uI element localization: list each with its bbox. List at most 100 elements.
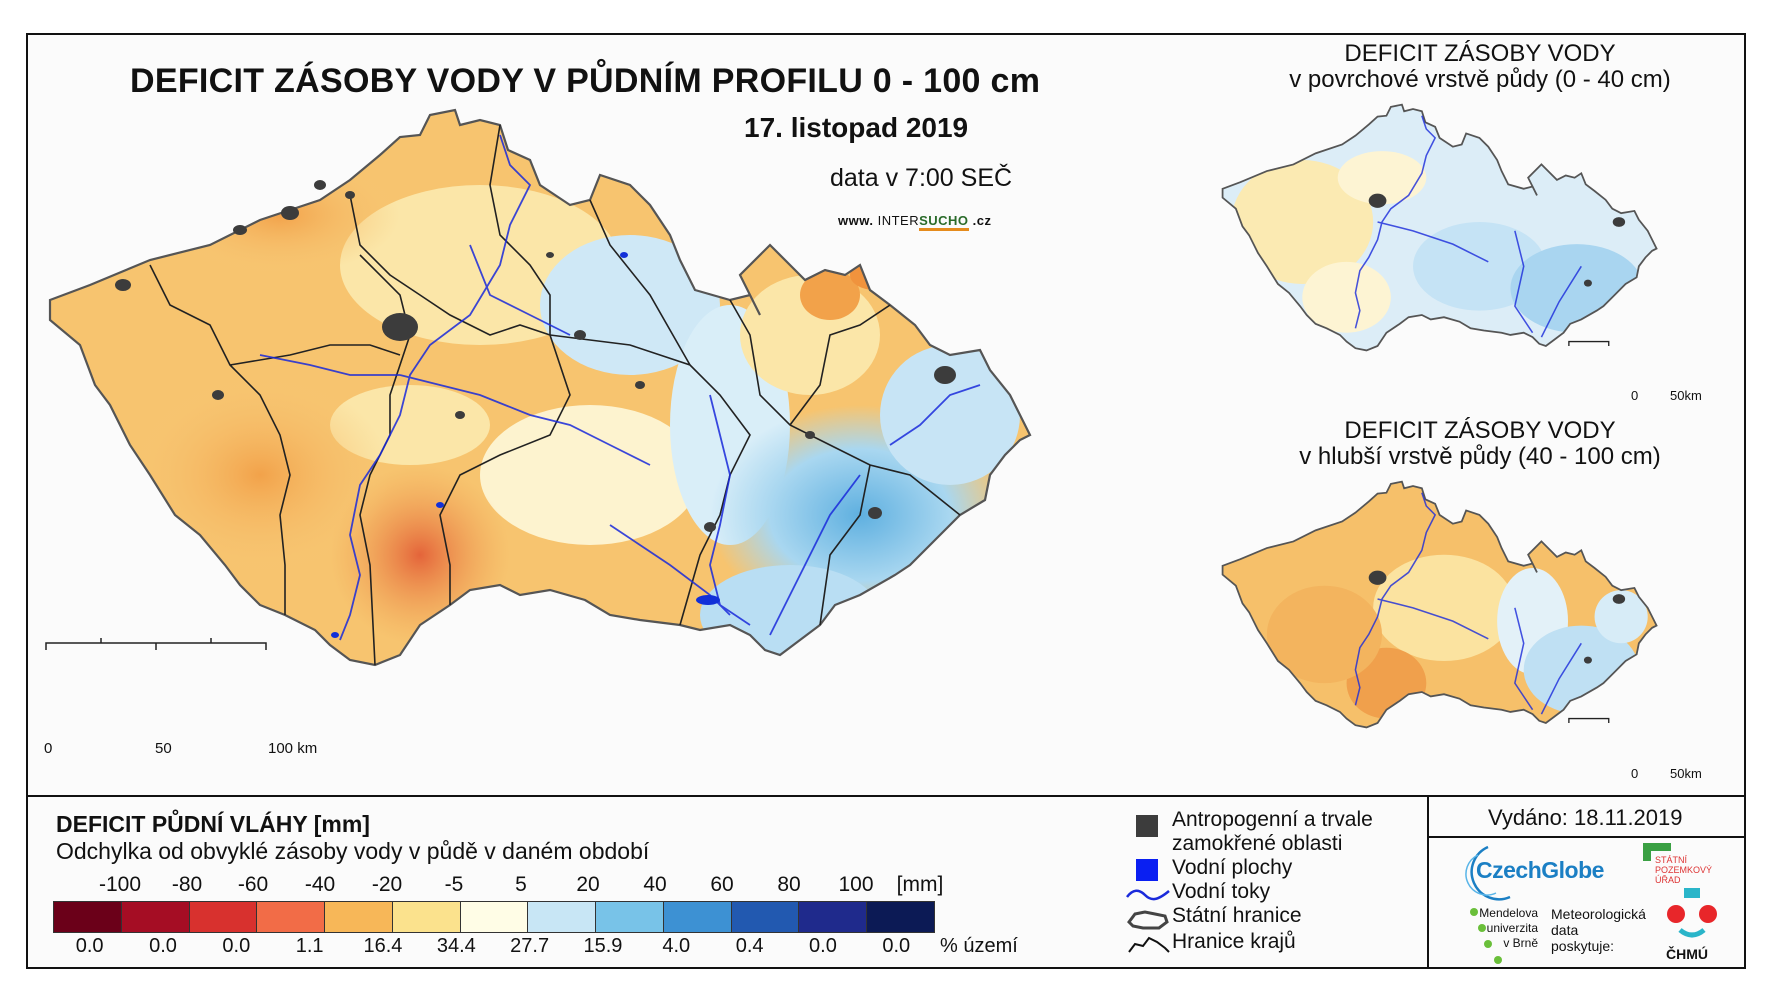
inset-bottom-title: DEFICIT ZÁSOBY VODY <box>1344 417 1616 444</box>
legend-percentages: 0.0 0.0 0.0 1.1 16.4 34.4 27.7 15.9 4.0 … <box>53 935 933 961</box>
map-date: 17. listopad 2019 <box>744 112 969 143</box>
credits-separator <box>1427 797 1429 969</box>
main-map <box>45 108 1032 667</box>
color-scale-cell <box>257 902 326 932</box>
inset-bottom-subtitle: v hlubší vrstvě půdy (40 - 100 cm) <box>1299 443 1661 470</box>
percentage-value: 0.0 <box>149 935 177 957</box>
met-text-3: poskytuje: <box>1551 938 1615 954</box>
percentage-value: 0.4 <box>735 935 764 957</box>
inset-bottom-map <box>1221 480 1658 729</box>
credits-separator-h <box>1429 836 1746 838</box>
szu-logo-text: STÁTNÍ POZEMKOVÝ ÚŘAD <box>1655 855 1712 885</box>
website-prefix: www. <box>838 213 874 228</box>
met-text-2: data <box>1551 922 1579 938</box>
tick-label: -20 <box>371 873 403 896</box>
tick-label: -60 <box>237 873 269 896</box>
szu-text-1: STÁTNÍ <box>1655 855 1688 865</box>
color-scale-cell <box>731 902 800 932</box>
tick-label: 40 <box>643 873 667 896</box>
mendelu-logo-text: Mendelova univerzita v Brně <box>1478 906 1538 951</box>
inset-top-map <box>1221 103 1658 352</box>
percentage-value: 15.9 <box>583 935 623 957</box>
river-symbol-icon <box>1126 889 1170 901</box>
inset-top-title: DEFICIT ZÁSOBY VODY <box>1344 40 1616 67</box>
issued-date: Vydáno: 18.11.2019 <box>1488 805 1683 830</box>
chmu-logo-icon <box>1667 888 1717 938</box>
czechglobe-logo-text: CzechGlobe <box>1476 857 1604 883</box>
color-scale-cell <box>867 902 934 932</box>
tick-label: 60 <box>710 873 734 896</box>
szu-logo-icon <box>1643 843 1671 851</box>
chmu-logo-text: ČHMÚ <box>1666 946 1708 962</box>
tick-label: -100 <box>98 873 142 896</box>
szu-text-2: POZEMKOVÝ <box>1655 865 1713 875</box>
main-scale-label-0: 0 <box>44 740 53 757</box>
inset-top-scale-0: 0 <box>1631 388 1639 403</box>
tick-label: 5 <box>515 873 527 896</box>
inset-top-subtitle: v povrchové vrstvě půdy (0 - 40 cm) <box>1289 66 1671 93</box>
percentage-value: 0.0 <box>882 935 911 957</box>
legend-separator <box>26 795 1746 797</box>
data-time: data v 7:00 SEČ <box>830 164 1013 192</box>
legend-anthropogenic-2: zamokřené oblasti <box>1172 832 1343 855</box>
tick-unit: [mm] <box>896 873 944 896</box>
mendel-text-1: Mendelova <box>1479 906 1538 920</box>
tick-label: -5 <box>444 873 464 896</box>
percent-unit-label: % území <box>940 935 1018 957</box>
szu-logo-icon-stem <box>1643 843 1651 861</box>
state-border-symbol-icon <box>1127 910 1169 930</box>
percentage-value: 34.4 <box>436 935 476 957</box>
color-scale-cell <box>460 902 529 932</box>
legend-state-border: Státní hranice <box>1172 904 1302 927</box>
legend-title: DEFICIT PŮDNÍ VLÁHY [mm] <box>56 811 370 837</box>
color-scale-cell <box>121 902 190 932</box>
color-scale-cell <box>54 902 122 932</box>
anthropogenic-swatch <box>1136 815 1158 837</box>
main-map-title: DEFICIT ZÁSOBY VODY V PŮDNÍM PROFILU 0 -… <box>130 62 1041 100</box>
tick-label: 100 <box>838 873 874 896</box>
percentage-value: 16.4 <box>363 935 403 957</box>
legend-rivers: Vodní toky <box>1172 880 1271 903</box>
color-scale-cell <box>392 902 461 932</box>
legend-subtitle: Odchylka od obvyklé zásoby vody v půdě v… <box>56 838 650 864</box>
color-scale-cell <box>189 902 258 932</box>
main-scale-label-50: 50 <box>155 740 172 757</box>
percentage-value: 4.0 <box>662 935 691 957</box>
inset-bottom-scale-0: 0 <box>1631 766 1639 781</box>
tick-label: -40 <box>304 873 336 896</box>
tick-label: 20 <box>576 873 600 896</box>
szu-text-3: ÚŘAD <box>1655 875 1681 885</box>
legend-ticks: -100 -80 -60 -40 -20 -5 5 20 40 60 80 10… <box>80 873 980 899</box>
color-scale-cell <box>528 902 597 932</box>
meteorological-data-credit: Meteorologická data poskytuje: <box>1551 906 1646 954</box>
color-scale-cell <box>663 902 732 932</box>
tick-label: 80 <box>777 873 801 896</box>
main-scale-bar <box>45 638 267 650</box>
color-scale-cell <box>799 902 868 932</box>
website-link[interactable]: www. INTERSUCHO .cz <box>838 213 992 231</box>
website-name-b: SUCHO <box>919 213 969 231</box>
mendelu-logo-icon <box>1470 908 1502 964</box>
mendel-text-2: univerzita <box>1486 921 1538 935</box>
inset-bottom-scale-50: 50km <box>1670 766 1702 781</box>
percentage-value: 0.0 <box>75 935 104 957</box>
color-scale-bar <box>53 901 935 933</box>
color-scale-cell <box>596 902 664 932</box>
region-border-symbol-icon <box>1128 936 1170 953</box>
legend-anthropogenic-1: Antropogenní a trvale <box>1172 808 1373 831</box>
legend-region-border: Hranice krajů <box>1172 930 1296 953</box>
website-name-a: INTER <box>877 213 920 228</box>
czechglobe-logo-icon <box>1465 845 1511 901</box>
percentage-value: 0.0 <box>222 935 251 957</box>
main-scale-label-100: 100 km <box>268 740 318 757</box>
legend-water-bodies: Vodní plochy <box>1172 856 1293 879</box>
website-suffix: .cz <box>972 213 992 228</box>
tick-label: -80 <box>171 873 203 896</box>
met-text-1: Meteorologická <box>1551 906 1646 922</box>
percentage-value: 27.7 <box>510 935 550 957</box>
water-body-swatch <box>1136 859 1158 881</box>
inset-top-scale-50: 50km <box>1670 388 1702 403</box>
percentage-value: 0.0 <box>809 935 837 957</box>
mendel-text-3: v Brně <box>1503 936 1538 950</box>
color-scale-cell <box>325 902 393 932</box>
